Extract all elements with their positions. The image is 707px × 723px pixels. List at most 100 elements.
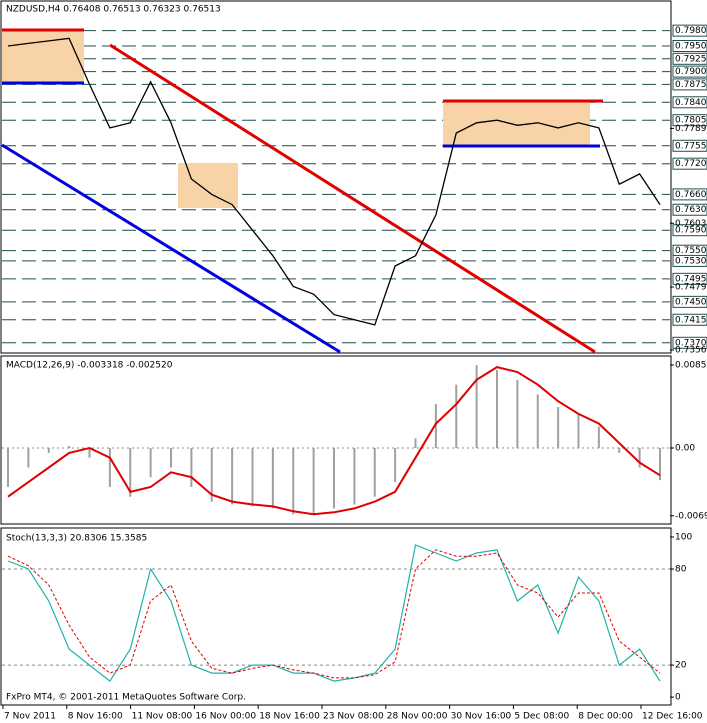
y-tick-label: 20 xyxy=(675,661,687,671)
y-tick-label: 0.76035 xyxy=(675,219,707,229)
macd-bar xyxy=(516,379,519,448)
macd-bar xyxy=(496,370,498,448)
symbol-header: NZDUSD,H4 0.76408 0.76513 0.76323 0.7651… xyxy=(6,5,221,15)
level-label-box xyxy=(672,295,707,308)
macd-bar xyxy=(597,426,600,448)
level-label-box xyxy=(672,65,707,78)
stoch-header: Stoch(13,3,3) 20.8306 15.3585 xyxy=(6,534,147,544)
level-label-box xyxy=(672,254,707,267)
level-label-box xyxy=(672,336,707,349)
level-label-box xyxy=(672,114,707,127)
x-tick-label: 16 Nov 00:00 xyxy=(195,712,256,722)
copyright: FxPro MT4, © 2001-2011 MetaQuotes Softwa… xyxy=(6,693,246,703)
macd-bar xyxy=(271,447,274,509)
level-label-box xyxy=(672,40,707,53)
macd-bar xyxy=(618,447,621,453)
macd-bar xyxy=(333,447,335,509)
macd-bar xyxy=(88,447,91,458)
x-tick-label: 8 Nov 16:00 xyxy=(68,712,123,722)
macd-bar xyxy=(190,447,193,487)
x-tick-label: 18 Nov 16:00 xyxy=(259,712,320,722)
macd-bar xyxy=(170,447,172,468)
channel-line xyxy=(1,143,341,354)
level-label-box xyxy=(672,24,707,37)
y-tick-label: 100 xyxy=(675,533,692,543)
level-label-box xyxy=(672,188,707,201)
macd-bar xyxy=(129,447,132,497)
level-label-box xyxy=(672,313,707,326)
level-label-box xyxy=(672,157,707,170)
macd-bar xyxy=(475,365,478,448)
series-line xyxy=(7,366,661,516)
series-line xyxy=(7,549,661,679)
level-label-box xyxy=(672,96,707,109)
level-label-box xyxy=(672,52,707,65)
trend-line xyxy=(109,43,596,354)
macd-bar xyxy=(27,447,30,468)
price-panel xyxy=(0,0,672,354)
level-label-box xyxy=(672,139,707,152)
macd-bar xyxy=(638,447,641,468)
macd-bar xyxy=(659,447,661,481)
x-tick-label: 23 Nov 08:00 xyxy=(323,712,384,722)
x-tick-label: 8 Dec 00:00 xyxy=(578,712,633,722)
macd-bar xyxy=(557,407,560,448)
macd-panel xyxy=(0,355,672,525)
macd-bar xyxy=(47,447,50,453)
x-tick-label: 30 Nov 16:00 xyxy=(451,712,512,722)
macd-bar xyxy=(312,447,315,515)
y-tick-label: 0.00 xyxy=(675,443,695,453)
macd-bar xyxy=(292,447,295,515)
range-box xyxy=(443,100,590,146)
range-box xyxy=(2,29,84,82)
macd-bar xyxy=(7,447,9,487)
macd-bar xyxy=(394,447,397,483)
x-tick-label: 7 Nov 2011 xyxy=(4,712,56,722)
macd-bar xyxy=(455,384,458,448)
level-label-box xyxy=(672,78,707,91)
level-label-box xyxy=(672,272,707,285)
macd-bar xyxy=(577,413,580,448)
y-tick-label: 80 xyxy=(675,565,687,575)
macd-bar xyxy=(149,447,152,478)
macd-bar xyxy=(210,447,213,502)
macd-header: MACD(12,26,9) -0.003318 -0.002520 xyxy=(6,361,173,371)
y-tick-label: 0 xyxy=(675,693,681,703)
y-tick-label: 0.00852 xyxy=(675,360,707,370)
macd-bar xyxy=(353,447,356,505)
macd-bar xyxy=(68,446,71,448)
x-tick-label: 5 Dec 08:00 xyxy=(514,712,569,722)
macd-bar xyxy=(108,447,111,487)
macd-bar xyxy=(251,447,254,507)
x-tick-label: 11 Nov 08:00 xyxy=(132,712,193,722)
level-label-box xyxy=(672,203,707,216)
y-tick-label: -0.00696 xyxy=(675,511,707,521)
stoch-panel xyxy=(0,527,672,706)
macd-bar xyxy=(434,404,437,448)
x-tick-label: 12 Dec 16:00 xyxy=(642,712,703,722)
series-line xyxy=(7,37,661,326)
macd-bar xyxy=(231,447,234,505)
macd-bar xyxy=(414,438,417,448)
x-tick-label: 28 Nov 00:00 xyxy=(387,712,448,722)
level-label-box xyxy=(672,224,707,237)
